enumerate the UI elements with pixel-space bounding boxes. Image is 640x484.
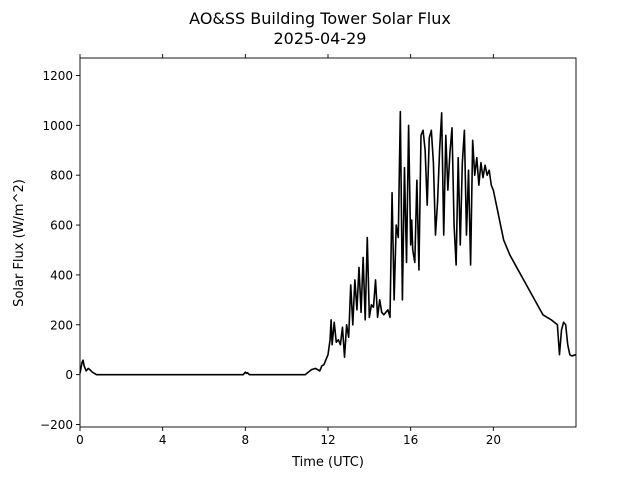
series-line-0 (79, 110, 577, 376)
x-tick-label-20: 20 (486, 433, 501, 447)
x-tick-label-4: 4 (159, 433, 167, 447)
y-tick-label-200: 200 (50, 318, 73, 332)
x-tick-label-12: 12 (320, 433, 335, 447)
chart-subtitle: 2025-04-29 (274, 29, 367, 48)
y-tick-label-600: 600 (50, 219, 73, 233)
y-tick-label-1000: 1000 (42, 119, 73, 133)
x-tick-label-8: 8 (242, 433, 250, 447)
chart-title: AO&SS Building Tower Solar Flux (189, 9, 451, 28)
y-tick-label-0: 0 (65, 368, 73, 382)
x-axis-label: Time (UTC) (291, 455, 364, 470)
x-tick-label-16: 16 (403, 433, 418, 447)
y-tick-label-800: 800 (50, 169, 73, 183)
y-axis-label: Solar Flux (W/m^2) (12, 179, 27, 307)
y-tick-label-1200: 1200 (42, 69, 73, 83)
x-tick-label-0: 0 (76, 433, 84, 447)
y-tick-label-400: 400 (50, 268, 73, 282)
y-tick-label--200: −200 (40, 418, 73, 432)
